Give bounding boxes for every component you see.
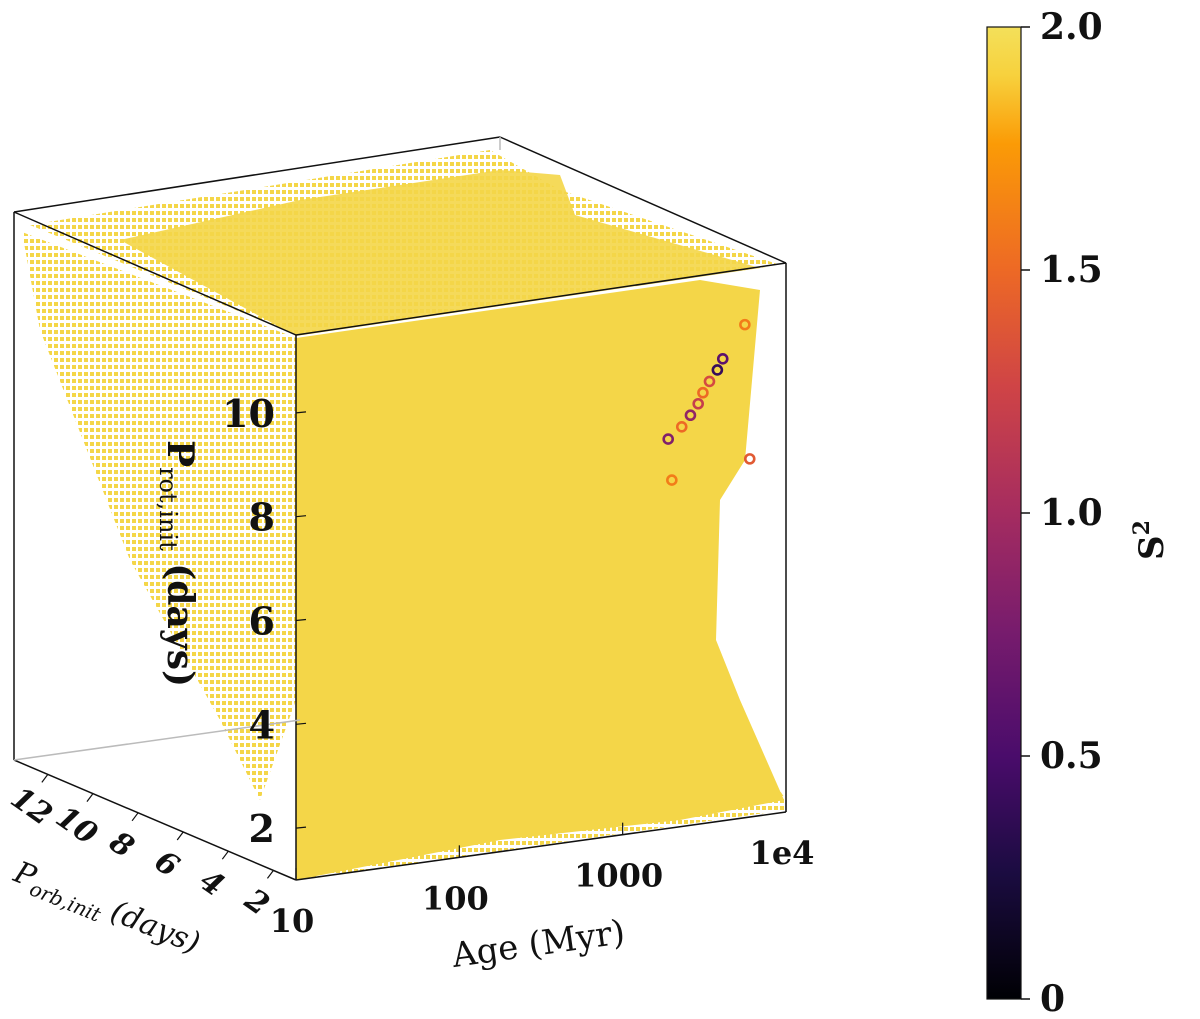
box-edge — [13, 211, 297, 336]
colorbar-tick-label: 1.5 — [1040, 249, 1103, 291]
y-tick-label: 6 — [148, 844, 185, 885]
z-tick-mark — [295, 618, 307, 622]
z-tick-mark — [295, 826, 307, 829]
highlight-point — [666, 474, 678, 486]
colorbar-tick-label: 0.5 — [1040, 735, 1103, 777]
box-edge — [499, 136, 787, 264]
scatter-cloud-top-solid — [120, 170, 760, 336]
y-tick-label: 8 — [102, 824, 140, 865]
colorbar-label-main: S — [1132, 535, 1172, 560]
z-axis-label: Prot,init (days) — [154, 440, 201, 687]
z-tick-label: 2 — [249, 806, 275, 851]
y-tick-mark — [176, 831, 184, 841]
x-tick-label: 100 — [422, 879, 489, 917]
y-tick-label: 10 — [49, 800, 103, 853]
box-edge — [295, 811, 787, 881]
y-tick-label: 4 — [193, 863, 230, 904]
colorbar-tick-label: 0 — [1040, 978, 1065, 1019]
y-axis-label-tail: (days) — [97, 890, 205, 961]
z-tick-label: 8 — [249, 495, 275, 540]
x-tick-label: 10 — [270, 902, 315, 940]
z-tick-mark — [295, 515, 307, 518]
z-tick-label: 6 — [249, 598, 275, 643]
y-tick-mark — [266, 870, 274, 879]
colorbar-tick-label: 2.0 — [1040, 6, 1103, 48]
box-edge — [13, 759, 297, 881]
scatter-cloud-front — [296, 280, 784, 880]
highlight-points — [662, 318, 756, 486]
scatter-cloud-side — [22, 232, 296, 800]
highlight-point — [743, 453, 756, 465]
highlight-point — [692, 397, 704, 410]
colorbar-ticks: 0 0.5 1.0 1.5 2.0 — [1021, 6, 1103, 1019]
colorbar-tick-label: 1.0 — [1040, 492, 1103, 534]
highlight-point — [684, 409, 697, 422]
z-tick-mark — [295, 722, 307, 725]
colorbar-label-sup: 2 — [1129, 520, 1155, 535]
highlight-point — [711, 364, 724, 376]
box-frame — [13, 136, 787, 881]
z-axis-label-sub: rot,init — [154, 467, 182, 551]
y-tick-mark — [86, 793, 94, 802]
box-edge-hidden — [13, 719, 301, 761]
colorbar: 0 0.5 1.0 1.5 2.0 S2 — [986, 6, 1172, 1019]
box-edge — [295, 262, 787, 336]
y-tick-mark — [131, 812, 139, 822]
colorbar-gradient-bar — [986, 26, 1022, 1000]
y-axis-label-sub: orb,init — [26, 876, 105, 927]
highlight-point — [703, 375, 716, 388]
z-axis-label-tail: (days) — [159, 551, 201, 687]
z-tick-label: 10 — [222, 391, 275, 436]
x-tick-label: 1000 — [574, 857, 663, 895]
z-axis-ticks: 2 4 6 8 10 — [222, 391, 307, 851]
z-tick-label: 4 — [249, 702, 275, 747]
highlight-point — [697, 386, 709, 399]
highlight-point — [739, 318, 751, 331]
highlight-point — [662, 433, 674, 445]
y-tick-mark — [41, 774, 49, 783]
highlight-point — [675, 421, 688, 433]
highlight-point — [716, 353, 729, 365]
x-axis-label: Age (Myr) — [449, 912, 628, 976]
y-tick-mark — [221, 850, 229, 860]
x-tick-label: 1e4 — [750, 834, 815, 872]
box-edge — [13, 136, 501, 213]
colorbar-label: S2 — [1129, 520, 1172, 560]
z-tick-mark — [295, 411, 307, 414]
z-axis-label-main: P — [159, 440, 201, 467]
y-axis-label: Porb,init (days) — [7, 855, 205, 965]
x-axis-ticks: 10 100 1000 1e4 — [270, 800, 815, 940]
